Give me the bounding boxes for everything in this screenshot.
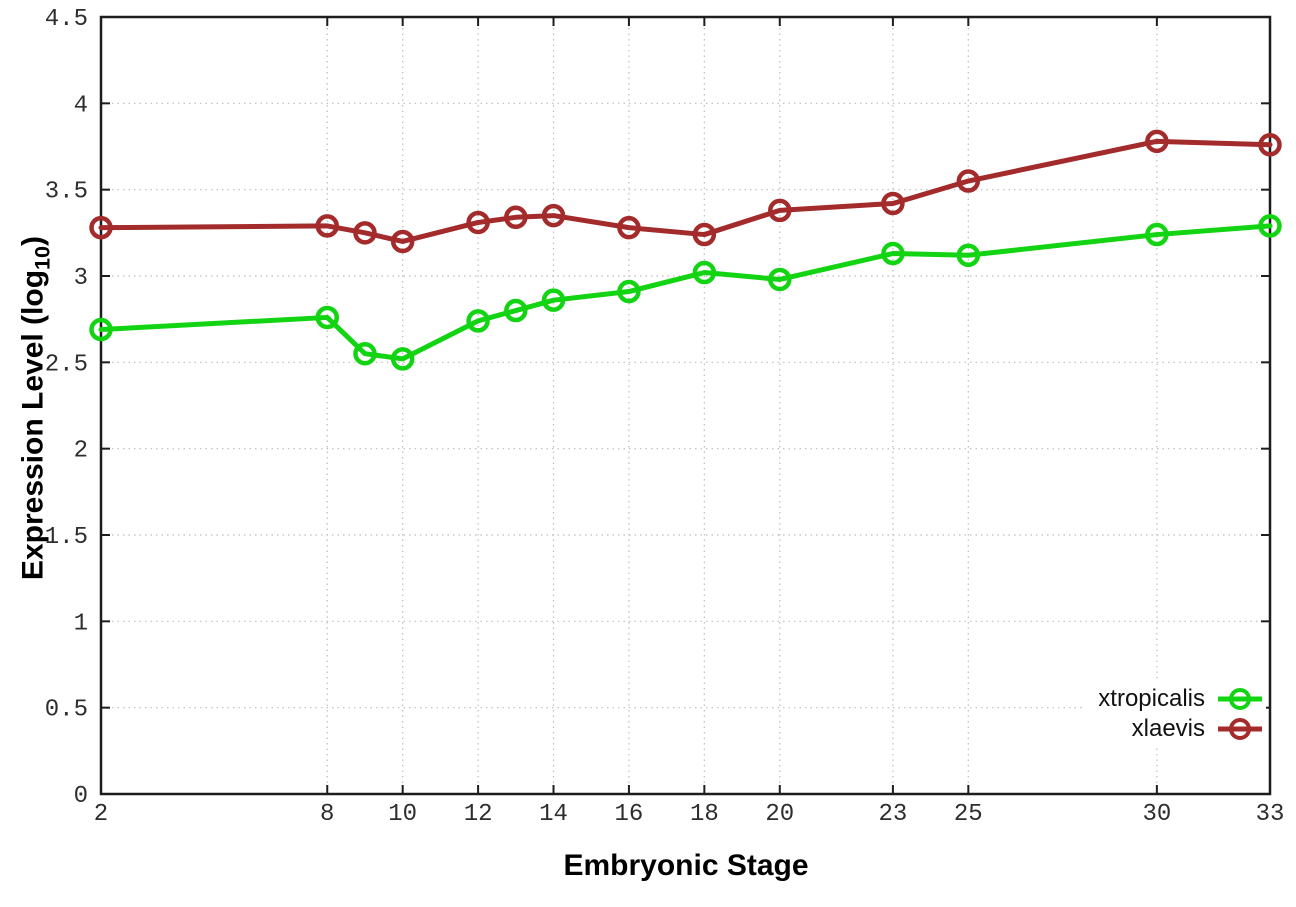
- data-point-marker-xlaevis: [1258, 133, 1282, 157]
- x-tick-label: 2: [94, 801, 108, 828]
- y-tick-label: 2.5: [45, 351, 88, 378]
- data-point-marker-xtropicalis: [89, 317, 113, 342]
- x-tick-label: 18: [690, 801, 719, 828]
- x-tick-label: 23: [878, 801, 907, 828]
- x-axis-title: Embryonic Stage: [563, 849, 809, 882]
- data-point-marker-xlaevis: [692, 222, 717, 247]
- data-point-marker-xtropicalis: [617, 279, 641, 304]
- x-tick-label: 14: [539, 801, 568, 828]
- x-tick-label: 10: [388, 801, 417, 828]
- data-point-marker-xlaevis: [956, 169, 981, 193]
- data-point-marker-xlaevis: [504, 205, 528, 230]
- data-point-marker-xtropicalis: [956, 243, 981, 268]
- legend-label-xtropicalis: xtropicalis: [1098, 685, 1205, 712]
- y-tick-label: 1.5: [45, 524, 88, 551]
- data-point-marker-xlaevis: [1145, 129, 1169, 154]
- y-tick-label: 0: [74, 783, 88, 810]
- data-point-marker-xtropicalis: [353, 341, 377, 366]
- data-point-marker-xlaevis: [881, 191, 905, 216]
- legend-label-xlaevis: xlaevis: [1131, 715, 1205, 742]
- y-tick-label: 4: [74, 92, 88, 119]
- open-circle-marker-icon: [1229, 718, 1251, 740]
- data-point-marker-xtropicalis: [390, 347, 415, 371]
- data-point-marker-xtropicalis: [504, 298, 528, 323]
- data-point-marker-xlaevis: [353, 221, 377, 245]
- y-tick-label: 1: [74, 610, 88, 637]
- y-tick-label: 2: [74, 438, 88, 465]
- data-point-marker-xtropicalis: [692, 260, 717, 285]
- x-tick-label: 12: [464, 801, 493, 828]
- data-point-marker-xtropicalis: [1145, 222, 1169, 247]
- data-point-marker-xtropicalis: [315, 305, 340, 330]
- data-point-marker-xlaevis: [768, 198, 792, 223]
- data-point-marker-xtropicalis: [466, 309, 490, 333]
- data-point-marker-xlaevis: [315, 214, 340, 238]
- x-tick-label: 30: [1142, 801, 1171, 828]
- x-tick-label: 25: [954, 801, 983, 828]
- data-point-marker-xlaevis: [541, 203, 566, 228]
- data-point-marker-xtropicalis: [1258, 214, 1282, 238]
- data-point-marker-xlaevis: [89, 215, 113, 240]
- y-axis-title: Expression Level (log10): [17, 236, 56, 580]
- plot-border: [99, 15, 1272, 796]
- y-tick-label: 4.5: [45, 6, 88, 33]
- open-circle-marker-icon: [1229, 688, 1251, 710]
- legend-entry-xlaevis: xlaevis: [1132, 714, 1262, 744]
- data-point-marker-xlaevis: [390, 229, 415, 254]
- y-tick-label: 3: [74, 265, 88, 292]
- legend: xtropicalis xlaevis: [1084, 681, 1266, 747]
- x-tick-label: 8: [320, 801, 334, 828]
- legend-entry-xtropicalis: xtropicalis: [1098, 684, 1262, 714]
- y-tick-label: 0.5: [45, 697, 88, 724]
- series-line-xlaevis: [98, 138, 1273, 244]
- x-tick-label: 16: [615, 801, 644, 828]
- series-line-xtropicalis: [98, 223, 1273, 362]
- data-point-marker-xtropicalis: [881, 241, 905, 266]
- y-axis-title-text: Expression Level (log: [16, 269, 50, 581]
- x-tick-label: 33: [1256, 801, 1285, 828]
- y-tick-label: 3.5: [45, 179, 88, 206]
- legend-marker-sample: [1218, 686, 1262, 712]
- y-axis-title-subscript: 10: [29, 245, 55, 270]
- data-point-marker-xlaevis: [617, 215, 641, 240]
- y-axis-title-suffix: ): [16, 235, 50, 246]
- legend-marker-sample: [1218, 716, 1262, 742]
- data-point-marker-xlaevis: [466, 210, 490, 235]
- x-tick-label: 20: [765, 801, 794, 828]
- data-point-marker-xtropicalis: [541, 288, 566, 312]
- data-point-marker-xtropicalis: [768, 267, 792, 292]
